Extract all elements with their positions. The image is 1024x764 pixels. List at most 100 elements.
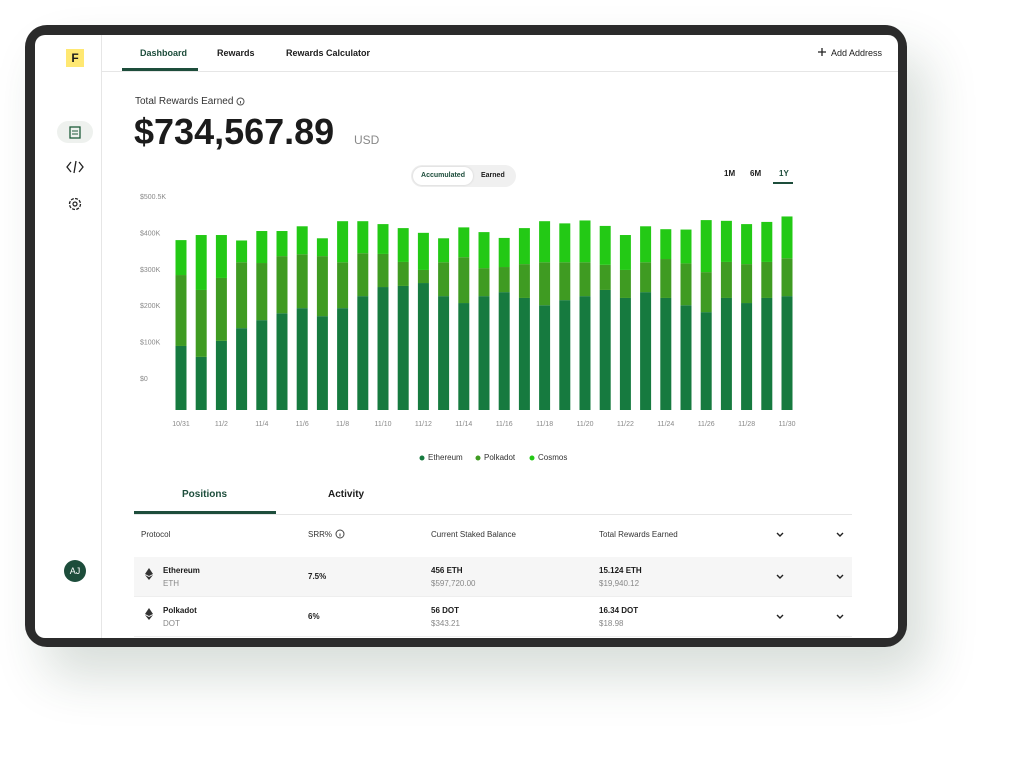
y-tick-label: $100K [140,340,161,347]
section-tab[interactable]: Activity [328,489,365,500]
bar-segment [377,224,389,254]
x-tick-label: 11/22 [617,421,634,428]
info-icon[interactable] [335,529,345,539]
x-tick-label: 11/18 [536,421,553,428]
bar-segment [781,258,793,297]
bar-segment [741,224,753,265]
bar-segment [741,303,753,410]
bar-segment [458,227,470,258]
bar-segment [458,303,470,410]
legend-label: Cosmos [538,453,567,462]
bar-segment [438,238,450,263]
bar-segment [539,221,551,263]
chevron[interactable] [776,574,784,580]
bar-segment [619,297,631,410]
table-row[interactable] [134,597,852,637]
range[interactable]: 1M [724,169,736,178]
chevron[interactable] [836,574,844,580]
bar-segment [438,262,450,297]
bar-segment [781,296,793,410]
x-tick-label: 11/14 [455,421,472,428]
tab[interactable]: Rewards Calculator [286,48,371,58]
logo[interactable]: F [66,49,84,67]
bar-segment [720,297,732,410]
chevron[interactable] [776,532,784,538]
bar-segment [599,289,611,410]
screen: F AJ Dashboard Rewards Rewards Calculato… [35,35,898,638]
staked-usd: $343.21 [431,619,460,628]
summary-amount: $734,567.89 [134,111,335,152]
toggle-option[interactable]: Accumulated [413,167,473,185]
chevron[interactable] [836,614,844,620]
bar-segment [397,285,409,410]
legend-swatch [419,455,425,461]
bar-segment [518,228,530,265]
bar-segment [720,261,732,298]
bar-segment [761,221,773,262]
x-tick-label: 11/6 [296,421,309,428]
nav-dashboard[interactable] [57,121,93,143]
toggle-option[interactable]: Earned [481,172,505,179]
add-address[interactable]: Add Address [831,48,883,58]
table-row[interactable] [134,557,852,597]
bar-segment [337,221,349,263]
chevron[interactable] [776,614,784,620]
range[interactable]: 6M [750,169,762,178]
nav-code[interactable] [65,159,85,175]
bar-segment [640,262,652,293]
bar-segment [215,340,227,410]
bar-segment [700,220,712,273]
staked-usd: $597,720.00 [431,579,476,588]
x-tick-label: 11/24 [657,421,674,428]
bar-segment [417,283,429,410]
bar-segment [357,221,369,254]
bar-segment [498,267,510,293]
legend-label: Ethereum [428,453,463,462]
bar-segment [700,312,712,410]
bar-segment [498,292,510,410]
table-header: SRR% [308,530,333,539]
bar-segment [579,262,591,297]
bar-segment [640,292,652,410]
section-tab[interactable]: Positions [182,489,228,500]
range[interactable]: 1Y [779,169,789,178]
bar-segment [498,237,510,268]
tab[interactable]: Dashboard [140,48,188,58]
divider [102,71,898,72]
bar-segment [619,269,631,298]
bar-segment [579,296,591,410]
currency: USD [354,133,380,147]
x-tick-label: 11/12 [415,421,432,428]
bar-segment [640,226,652,263]
bar-segment [761,297,773,410]
rewards-usd: $18.98 [599,619,624,628]
bar-segment [781,216,793,259]
token-icon [145,608,153,620]
table-header: Protocol [141,530,171,539]
bar-segment [296,226,308,255]
chevron[interactable] [836,532,844,538]
nav-settings[interactable] [66,195,84,213]
info-icon[interactable] [236,97,245,106]
bar-segment [316,316,328,410]
bar-segment [215,235,227,278]
x-tick-label: 11/8 [336,421,349,428]
bar-segment [619,235,631,270]
bar-segment [316,256,328,317]
bar-segment [337,308,349,410]
x-tick-label: 11/30 [779,421,796,428]
avatar[interactable]: AJ [64,560,86,582]
toggle: Accumulated Earned [411,165,516,187]
staked: 456 ETH [431,566,463,575]
bar-segment [559,300,571,410]
bar-segment [236,240,248,263]
bar-segment [377,287,389,410]
bar-segment [599,264,611,290]
tab[interactable]: Rewards [217,48,255,58]
bar-segment [195,289,207,357]
bar-segment [478,296,490,410]
bar-segment [660,259,672,298]
bar-segment [720,220,732,262]
bar-segment [458,257,470,304]
